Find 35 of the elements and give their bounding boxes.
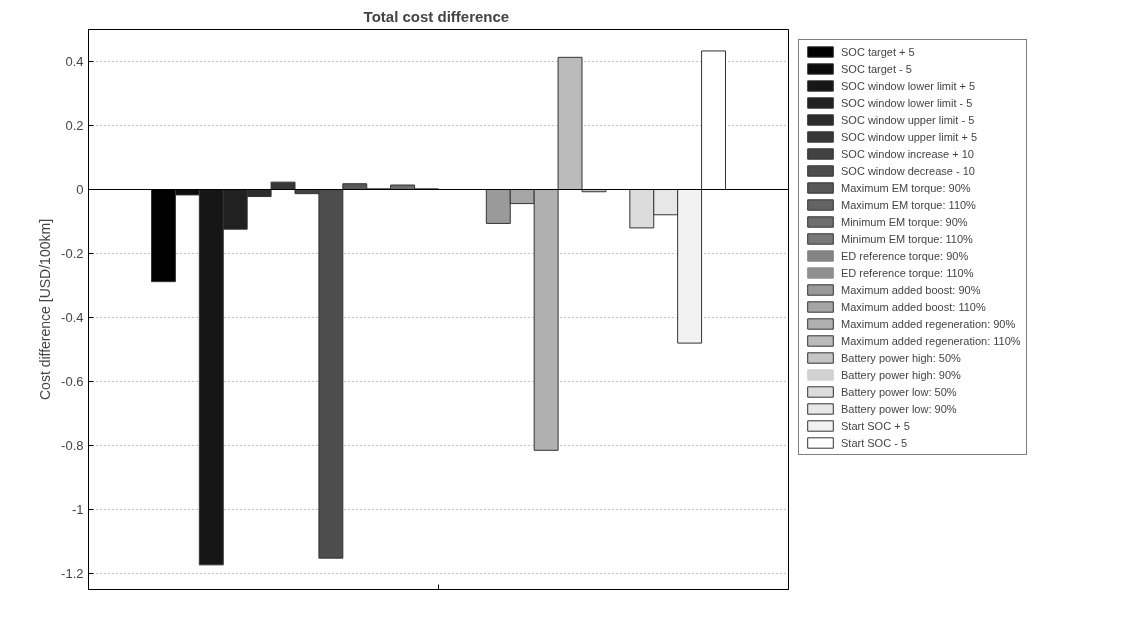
legend-label: Maximum added boost: 90% <box>841 283 981 296</box>
legend-label: ED reference torque: 110% <box>841 266 974 279</box>
legend-label: Minimum EM torque: 90% <box>841 215 968 228</box>
legend-label: Battery power high: 50% <box>841 351 961 364</box>
legend-label: Battery power high: 90% <box>841 368 961 381</box>
y-tick-label: -0.8 <box>61 438 84 453</box>
y-tick-label: -1 <box>71 502 84 517</box>
y-tick-label: 0 <box>76 182 84 197</box>
legend-label: Minimum EM torque: 110% <box>841 232 973 245</box>
legend-label: Maximum added boost: 110% <box>841 300 986 313</box>
y-tick-label: 0.4 <box>65 54 84 69</box>
legend-label: Battery power low: 50% <box>841 385 957 398</box>
legend-label: Battery power low: 90% <box>841 402 957 415</box>
y-tick-label: -0.4 <box>61 310 84 325</box>
legend-label: SOC window increase + 10 <box>841 147 974 160</box>
legend-label: ED reference torque: 90% <box>841 249 969 262</box>
legend-label: Maximum added regeneration: 110% <box>841 334 1021 347</box>
legend-label: Start SOC + 5 <box>841 419 910 432</box>
y-axis-title: Cost difference [USD/100km] <box>37 218 54 401</box>
legend-label: Start SOC - 5 <box>841 436 908 449</box>
legend-label: SOC window upper limit - 5 <box>841 113 975 126</box>
y-tick-label: -0.6 <box>61 374 84 389</box>
legend-label: SOC window decrease - 10 <box>841 164 975 177</box>
y-tick-label: -1.2 <box>61 566 84 581</box>
legend-label: Maximum EM torque: 110% <box>841 198 976 211</box>
chart-title: Total cost difference <box>363 7 510 25</box>
y-tick-label: 0.2 <box>65 118 84 133</box>
legend-label: Maximum added regeneration: 90% <box>841 317 1016 330</box>
legend-label: SOC target - 5 <box>841 62 912 75</box>
legend-label: SOC window lower limit + 5 <box>841 79 976 92</box>
legend-label: Maximum EM torque: 90% <box>841 181 971 194</box>
legend-label: SOC window upper limit + 5 <box>841 130 978 143</box>
legend-label: SOC window lower limit - 5 <box>841 96 973 109</box>
legend-label: SOC target + 5 <box>841 45 915 58</box>
y-tick-label: -0.2 <box>61 246 84 261</box>
